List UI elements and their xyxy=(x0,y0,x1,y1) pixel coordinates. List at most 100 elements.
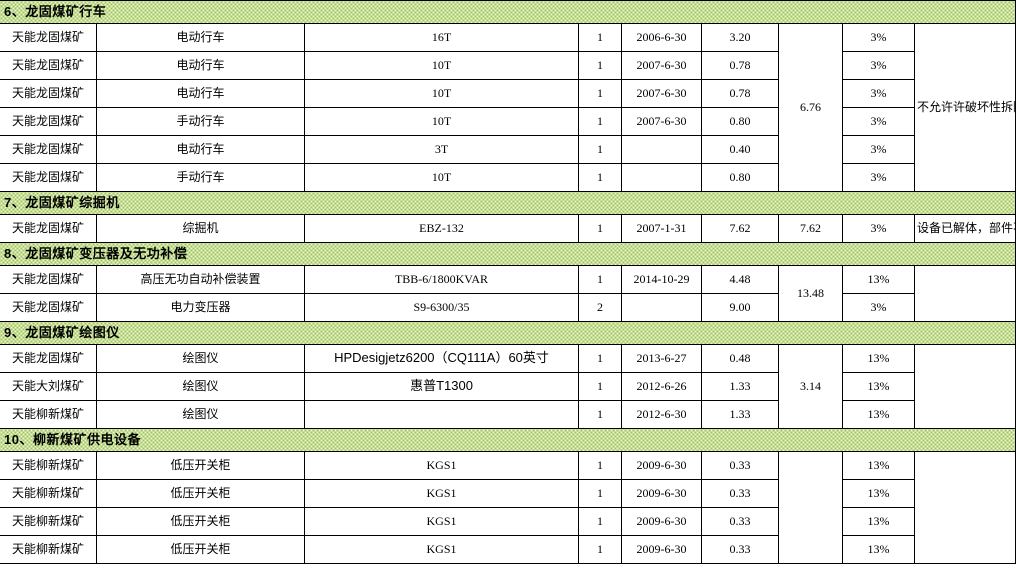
cell-quantity: 1 xyxy=(578,214,622,243)
cell-model: 10T xyxy=(304,79,579,108)
cell-quantity: 1 xyxy=(578,79,622,108)
cell-model: 16T xyxy=(304,23,579,52)
table-row: 天能龙固煤矿 电力变压器 S9-6300/35 2 9.00 3% xyxy=(0,293,1016,322)
cell-original-value: 0.33 xyxy=(701,507,779,536)
section-title: 9、龙固煤矿绘图仪 xyxy=(4,324,120,340)
table-row: 天能龙固煤矿 绘图仪 HPDesigjetz6200（CQ111A）60英寸 1 201… xyxy=(0,344,1016,429)
cell-depreciation-rate: 3% xyxy=(842,293,915,322)
cell-model: KGS1 xyxy=(304,507,579,536)
cell-asset-name: 综掘机 xyxy=(96,214,305,243)
section-title: 7、龙固煤矿综掘机 xyxy=(4,194,120,210)
cell-model: 10T xyxy=(304,107,579,136)
cell-original-value: 3.20 xyxy=(701,23,779,52)
cell-original-value: 0.78 xyxy=(701,51,779,80)
cell-asset-name: 绘图仪 xyxy=(96,372,305,401)
cell-model: HPDesigjetz6200（CQ111A）60英寸 xyxy=(304,344,579,373)
table-row: 天能龙固煤矿 电动行车 10T 1 2007-6-30 0.78 3% xyxy=(0,51,1016,80)
cell-quantity: 1 xyxy=(578,135,622,164)
cell-company: 天能柳新煤矿 xyxy=(0,451,97,480)
cell-asset-name: 电动行车 xyxy=(96,135,305,164)
cell-asset-name: 低压开关柜 xyxy=(96,535,305,564)
cell-company: 天能龙固煤矿 xyxy=(0,51,97,80)
cell-remark xyxy=(913,344,1016,429)
cell-remark xyxy=(913,265,1016,322)
cell-company: 天能柳新煤矿 xyxy=(0,507,97,536)
cell-depreciation-rate: 13% xyxy=(842,372,915,401)
cell-company: 天能龙固煤矿 xyxy=(0,163,97,192)
cell-depreciation-rate: 13% xyxy=(842,344,915,373)
cell-depreciation-rate: 13% xyxy=(842,400,915,429)
cell-company: 天能大刘煤矿 xyxy=(0,372,97,401)
cell-company: 天能柳新煤矿 xyxy=(0,479,97,508)
cell-original-value: 1.33 xyxy=(701,400,779,429)
cell-depreciation-rate: 13% xyxy=(842,451,915,480)
cell-asset-name: 电动行车 xyxy=(96,51,305,80)
section-title: 10、柳新煤矿供电设备 xyxy=(4,431,141,447)
cell-original-value: 0.40 xyxy=(701,135,779,164)
cell-purchase-date xyxy=(621,135,702,164)
cell-section-total: 6.76 xyxy=(778,23,843,192)
cell-asset-name: 手动行车 xyxy=(96,163,305,192)
cell-company: 天能龙固煤矿 xyxy=(0,79,97,108)
cell-purchase-date: 2012-6-30 xyxy=(621,400,702,429)
section-title: 8、龙固煤矿变压器及无功补偿 xyxy=(4,245,188,261)
cell-purchase-date: 2009-6-30 xyxy=(621,535,702,564)
cell-original-value: 0.80 xyxy=(701,107,779,136)
cell-model: 10T xyxy=(304,163,579,192)
cell-company: 天能柳新煤矿 xyxy=(0,400,97,429)
cell-quantity: 1 xyxy=(578,344,622,373)
cell-asset-name: 手动行车 xyxy=(96,107,305,136)
cell-quantity: 1 xyxy=(578,23,622,52)
cell-asset-name: 低压开关柜 xyxy=(96,451,305,480)
table-row: 天能龙固煤矿 手动行车 10T 1 0.80 3% xyxy=(0,163,1016,192)
cell-section-total: 7.62 xyxy=(778,214,843,243)
cell-quantity: 1 xyxy=(578,535,622,564)
cell-purchase-date xyxy=(621,293,702,322)
cell-model: TBB-6/1800KVAR xyxy=(304,265,579,294)
cell-quantity: 1 xyxy=(578,265,622,294)
cell-original-value: 0.33 xyxy=(701,535,779,564)
cell-original-value: 0.80 xyxy=(701,163,779,192)
cell-company: 天能龙固煤矿 xyxy=(0,293,97,322)
cell-quantity: 1 xyxy=(578,451,622,480)
cell-depreciation-rate: 13% xyxy=(842,479,915,508)
cell-asset-name: 高压无功自动补偿装置 xyxy=(96,265,305,294)
cell-section-total xyxy=(778,451,843,564)
cell-original-value: 9.00 xyxy=(701,293,779,322)
table-row: 天能龙固煤矿 电动行车 10T 1 2007-6-30 0.78 3% xyxy=(0,79,1016,108)
section-header-row: 10、柳新煤矿供电设备 xyxy=(0,428,1016,452)
table-row: 天能柳新煤矿 低压开关柜 KGS1 1 2009-6-30 0.33 13% xyxy=(0,507,1016,536)
cell-quantity: 1 xyxy=(578,479,622,508)
cell-asset-name: 低压开关柜 xyxy=(96,507,305,536)
cell-purchase-date: 2013-6-27 xyxy=(621,344,702,373)
table-row: 天能柳新煤矿 低压开关柜 KGS1 1 2009-6-30 0.33 13% xyxy=(0,479,1016,508)
cell-depreciation-rate: 13% xyxy=(842,535,915,564)
cell-purchase-date: 2014-10-29 xyxy=(621,265,702,294)
cell-company: 天能龙固煤矿 xyxy=(0,107,97,136)
cell-purchase-date: 2009-6-30 xyxy=(621,451,702,480)
cell-company: 天能龙固煤矿 xyxy=(0,135,97,164)
cell-original-value: 1.33 xyxy=(701,372,779,401)
cell-depreciation-rate: 13% xyxy=(842,507,915,536)
cell-purchase-date: 2012-6-26 xyxy=(621,372,702,401)
cell-company: 天能龙固煤矿 xyxy=(0,265,97,294)
cell-original-value: 0.33 xyxy=(701,451,779,480)
table-row: 天能龙固煤矿 高压无功自动补偿装置 TBB-6/1800KVAR 1 2014-10-2… xyxy=(0,265,1016,322)
cell-depreciation-rate: 3% xyxy=(842,163,915,192)
cell-asset-name: 电力变压器 xyxy=(96,293,305,322)
cell-model: 10T xyxy=(304,51,579,80)
cell-model: KGS1 xyxy=(304,451,579,480)
table-row: 天能龙固煤矿 电动行车 16T 1 2006-6-30 3.20 6.76 3% 不允许许破坏性… xyxy=(0,23,1016,192)
section-header-row: 9、龙固煤矿绘图仪 xyxy=(0,321,1016,345)
cell-model xyxy=(304,400,579,429)
table-row: 天能柳新煤矿 绘图仪 1 2012-6-30 1.33 13% xyxy=(0,400,1016,429)
section-title: 6、龙固煤矿行车 xyxy=(4,3,107,19)
section-header-row: 6、龙固煤矿行车 xyxy=(0,0,1016,24)
cell-model: S9-6300/35 xyxy=(304,293,579,322)
cell-purchase-date: 2007-6-30 xyxy=(621,79,702,108)
section-header-row: 8、龙固煤矿变压器及无功补偿 xyxy=(0,242,1016,266)
cell-section-total: 13.48 xyxy=(778,265,843,322)
cell-quantity: 1 xyxy=(578,507,622,536)
cell-depreciation-rate: 3% xyxy=(842,107,915,136)
